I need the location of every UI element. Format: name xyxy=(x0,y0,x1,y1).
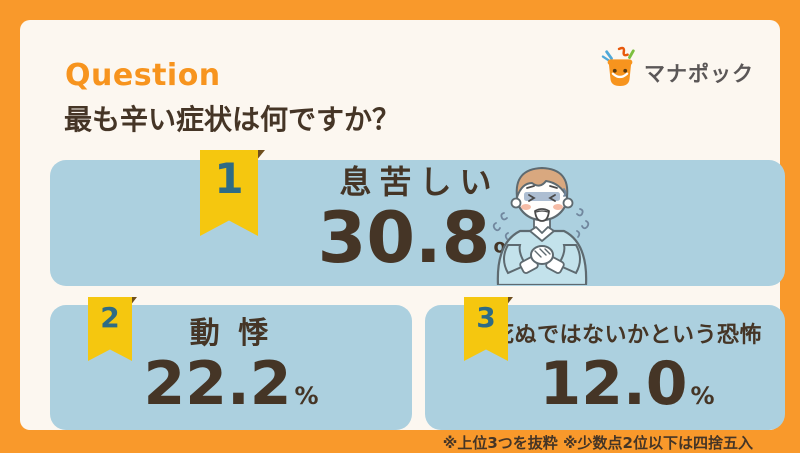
footnote: ※上位3つを抜粋 ※少数点2位以下は四捨五入 xyxy=(442,434,753,452)
logo-text: マナポック xyxy=(644,62,754,86)
result-number: 22.2% xyxy=(50,354,412,414)
percent-unit: % xyxy=(294,381,319,410)
ribbon-fold xyxy=(256,150,265,161)
page-title: 最も辛い症状は何ですか？ xyxy=(64,103,401,136)
result-label: 死ぬではないかという恐怖 xyxy=(491,323,762,348)
result-content-3: 死ぬではないかという恐怖 12.0% xyxy=(477,319,777,414)
result-content-1: 息苦しい 30.8% xyxy=(272,164,567,273)
question-label: Question xyxy=(65,58,221,93)
result-label: 息苦しい xyxy=(339,163,500,201)
logo-pocket-icon xyxy=(601,44,639,94)
ribbon-fold xyxy=(506,297,513,306)
ribbon-fold xyxy=(130,297,137,306)
result-value: 22.2 xyxy=(143,348,292,419)
result-value: 12.0 xyxy=(539,349,688,419)
result-number: 30.8% xyxy=(272,203,567,273)
rank-number: 3 xyxy=(476,301,496,334)
result-content-2: 動 悸 22.2% xyxy=(50,316,412,414)
logo: マナポック xyxy=(601,44,754,94)
result-number: 12.0% xyxy=(477,354,777,414)
percent-unit: % xyxy=(690,382,715,410)
rank-number: 1 xyxy=(214,154,244,203)
result-label: 動 悸 xyxy=(189,316,273,351)
result-panel-3: 3 死ぬではないかという恐怖 12.0% xyxy=(425,297,785,430)
result-panel-1: 1 息苦しい 30.8% xyxy=(50,150,785,287)
rank-1-ribbon-icon: 1 xyxy=(200,150,258,236)
rank-number: 2 xyxy=(100,301,120,334)
distressed-person-illustration xyxy=(474,161,610,287)
content-card: Question 最も辛い症状は何ですか？ マナポック 1 息苦しい 30 xyxy=(20,20,785,452)
result-value: 30.8 xyxy=(317,196,491,279)
result-panel-2: 2 動 悸 22.2% xyxy=(50,297,412,430)
